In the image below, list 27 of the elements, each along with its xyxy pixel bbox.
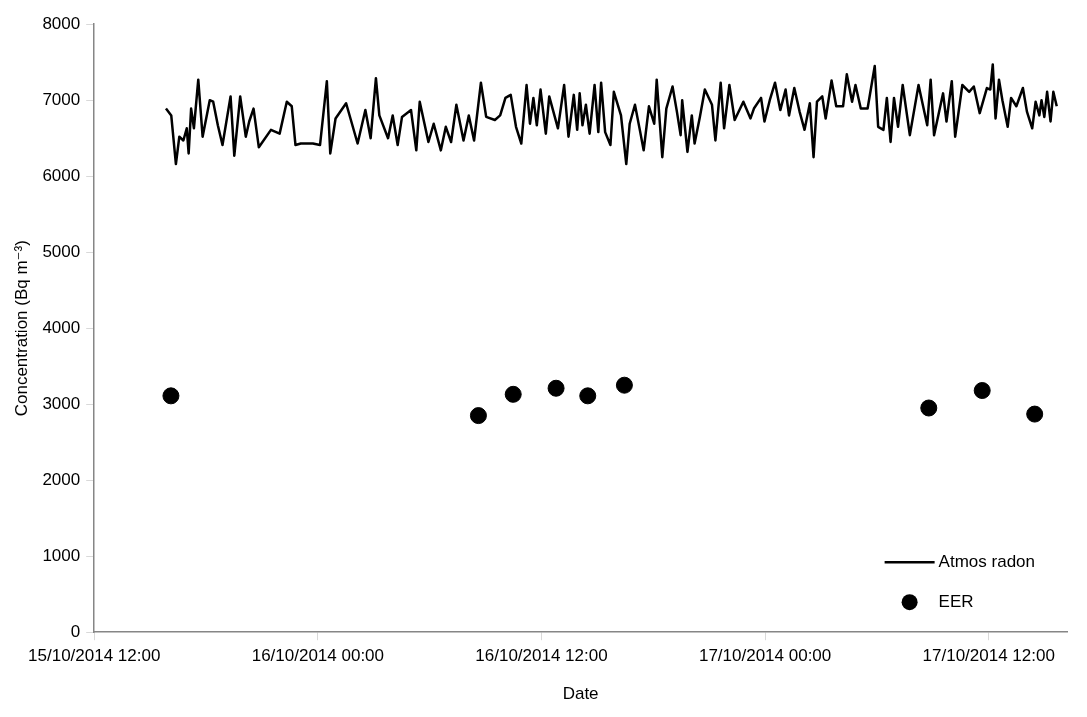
y-tick-label: 8000 [42,13,81,33]
y-axis-title: Concentration (Bq m⁻³) [11,240,31,417]
y-tick-label: 3000 [42,393,81,413]
point [547,379,565,397]
point [162,387,180,405]
point [973,382,991,400]
point [920,399,938,417]
y-tick-label: 4000 [42,317,81,337]
x-tick-label: 16/10/2014 00:00 [251,646,385,666]
x-tick-label: 15/10/2014 12:00 [28,646,161,666]
point [469,407,487,425]
point [1026,405,1044,423]
x-axis-title: Date [562,684,599,704]
point [615,376,633,394]
point [579,387,597,405]
y-tick-label: 2000 [42,469,81,489]
y-tick-label: 5000 [42,241,81,261]
point [504,385,522,403]
x-tick-label: 17/10/2014 00:00 [698,646,832,666]
legend-label: Atmos radon [938,551,1036,571]
x-tick-label: 16/10/2014 12:00 [475,646,608,666]
x-tick-label: 17/10/2014 12:00 [922,646,1055,666]
y-tick-label: 1000 [42,545,81,565]
legend-label: EER [938,591,974,611]
y-tick-label: 7000 [42,89,81,109]
y-tick-label: 6000 [42,165,81,185]
y-tick-label: 0 [70,621,81,641]
